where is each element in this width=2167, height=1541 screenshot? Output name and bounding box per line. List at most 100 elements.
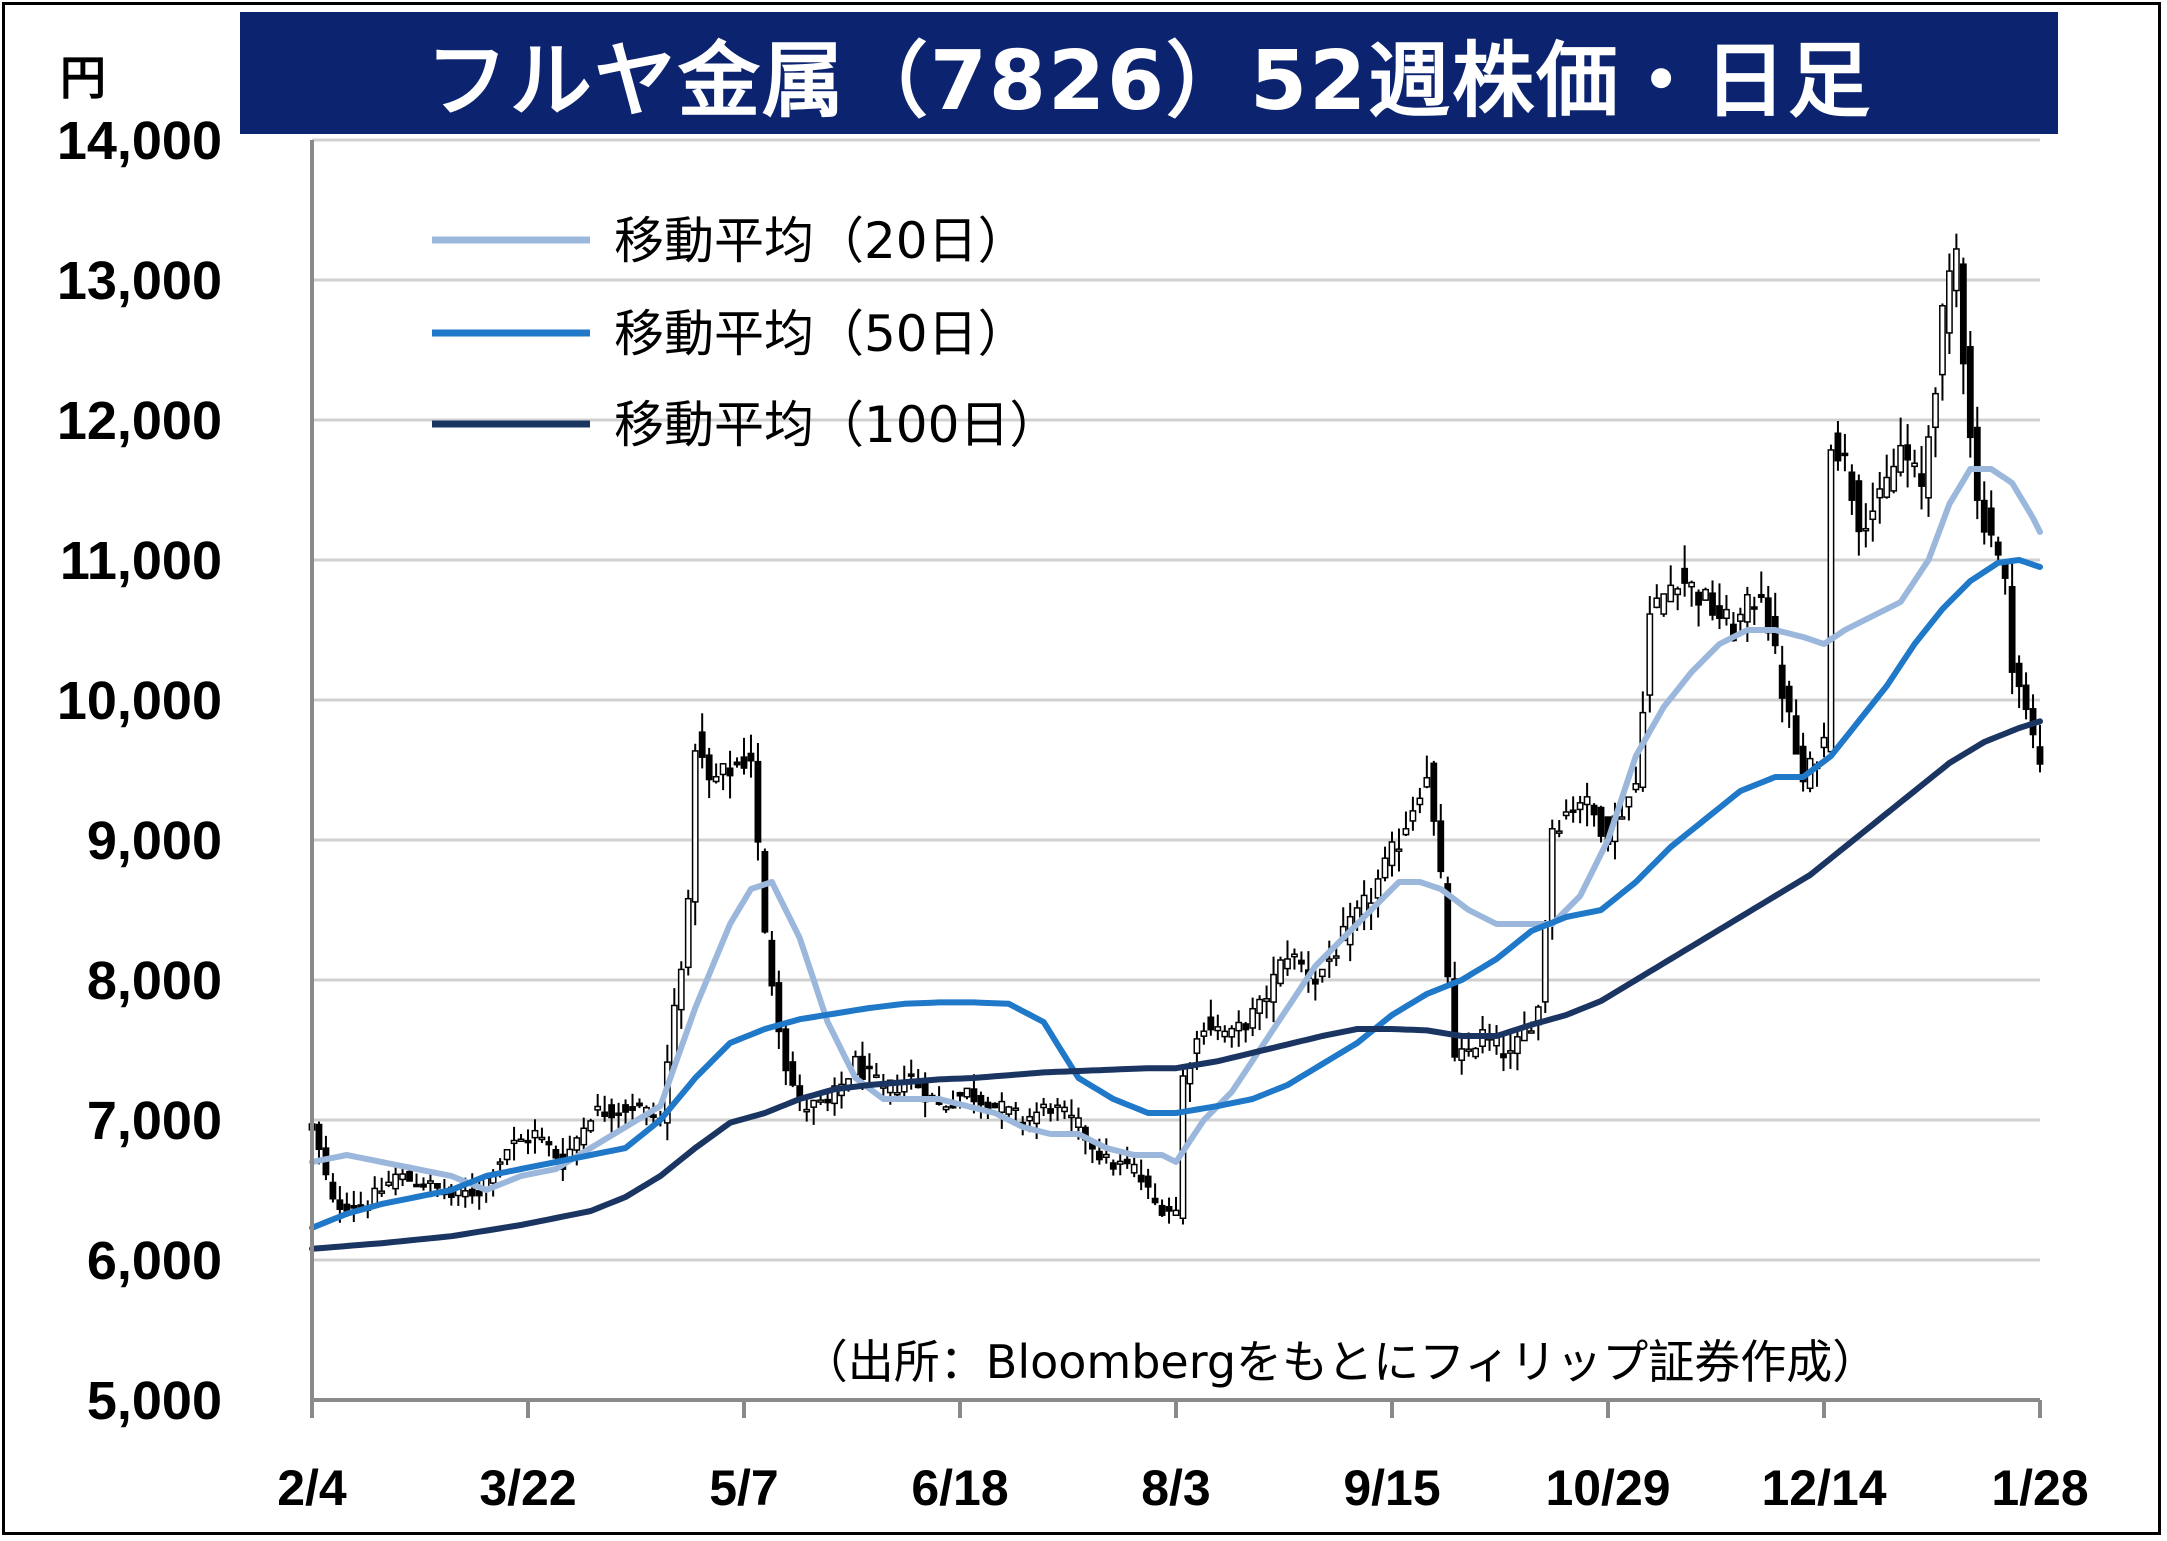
candle-body (963, 1087, 971, 1098)
candlestick (1437, 804, 1445, 879)
candle-body (684, 897, 692, 969)
candle-body (1932, 392, 1939, 429)
candle-body (1862, 527, 1870, 532)
candle-body (1047, 1108, 1054, 1114)
candlestick (907, 1059, 915, 1090)
candle-body (1374, 878, 1382, 899)
candlestick (1674, 586, 1682, 611)
candlestick (1660, 593, 1668, 617)
x-tick-label: 5/7 (709, 1460, 779, 1516)
candle-body (573, 1137, 581, 1151)
candlestick (1402, 811, 1410, 837)
candle-body (315, 1123, 323, 1151)
candle-body (740, 756, 748, 769)
y-tick-label: 14,000 (57, 111, 222, 171)
candle-body (866, 1065, 873, 1070)
candle-body (608, 1104, 616, 1119)
candle-body (1123, 1158, 1131, 1165)
candle-body (1186, 1067, 1194, 1085)
candle-body (1527, 1030, 1535, 1034)
candle-body (1381, 857, 1389, 879)
x-tick-label: 3/22 (479, 1460, 576, 1516)
candlestick (1855, 474, 1863, 556)
candle-body (350, 1205, 358, 1209)
x-tick-label: 8/3 (1141, 1460, 1211, 1516)
candle-body (2022, 684, 2030, 711)
candle-body (1827, 449, 1835, 753)
candlestick (622, 1099, 629, 1127)
candle-body (726, 767, 734, 777)
candle-body (1660, 593, 1668, 615)
candlestick (1890, 448, 1898, 494)
candle-body (1402, 828, 1410, 836)
candle-body (1458, 1048, 1466, 1061)
candle-body (413, 1183, 420, 1188)
candle-body (1507, 1050, 1514, 1054)
candle-layer (308, 233, 2044, 1225)
candlestick (1388, 831, 1396, 877)
candlestick (1144, 1168, 1152, 1200)
candlestick (1242, 1021, 1250, 1043)
candle-body (1395, 848, 1403, 852)
candle-body (1576, 802, 1584, 811)
candle-body (1298, 959, 1305, 965)
candlestick (1458, 1038, 1466, 1075)
candlestick (1876, 472, 1884, 524)
candle-body (385, 1181, 393, 1186)
candlestick (1409, 796, 1417, 831)
candle-body (1465, 1048, 1473, 1052)
candlestick (2015, 655, 2023, 709)
x-tick-label: 6/18 (911, 1460, 1008, 1516)
candle-body (475, 1190, 483, 1197)
candlestick (587, 1118, 595, 1133)
candle-body (1256, 998, 1264, 1014)
y-tick-label: 13,000 (57, 251, 222, 311)
candlestick (1165, 1197, 1173, 1224)
candle-body (768, 939, 776, 987)
candle-body (329, 1181, 337, 1200)
candlestick (1332, 946, 1340, 967)
candlestick (315, 1121, 323, 1165)
candle-body (1012, 1107, 1020, 1111)
candlestick (1959, 257, 1967, 395)
candlestick (872, 1062, 880, 1079)
candle-body (2015, 662, 2023, 688)
candle-body (1890, 465, 1898, 492)
candlestick (538, 1127, 546, 1143)
candlestick (1980, 481, 1988, 545)
candle-body (907, 1073, 915, 1077)
candlestick (1952, 233, 1960, 308)
candlestick (524, 1129, 532, 1155)
candle-body (1736, 613, 1744, 622)
candle-body (1541, 921, 1549, 1003)
candlestick (1541, 919, 1549, 1014)
candlestick (1500, 1035, 1507, 1072)
x-tick-label: 10/29 (1545, 1460, 1670, 1516)
candle-body (427, 1180, 434, 1185)
candlestick (629, 1093, 636, 1120)
candle-body (1451, 978, 1459, 1058)
candle-body (1249, 1007, 1257, 1029)
candle-body (893, 1091, 901, 1096)
candlestick (1256, 995, 1264, 1031)
candle-body (1583, 796, 1591, 806)
candle-body (831, 1085, 838, 1105)
y-tick-label: 7,000 (87, 1091, 222, 1151)
candle-body (677, 968, 685, 1011)
candle-body (434, 1183, 441, 1189)
candle-body (1514, 1036, 1521, 1055)
candlestick (399, 1167, 406, 1187)
candlestick (1068, 1099, 1075, 1133)
candlestick (594, 1094, 602, 1117)
candle-body (824, 1098, 832, 1104)
candlestick (1681, 545, 1689, 597)
candle-body (1409, 810, 1417, 822)
candle-body (1548, 828, 1556, 925)
candlestick (1207, 999, 1215, 1036)
ma100-line (309, 718, 2043, 1252)
candlestick (510, 1126, 518, 1161)
candlestick (1932, 387, 1939, 458)
candlestick (1688, 580, 1696, 607)
candlestick (1311, 965, 1319, 1001)
